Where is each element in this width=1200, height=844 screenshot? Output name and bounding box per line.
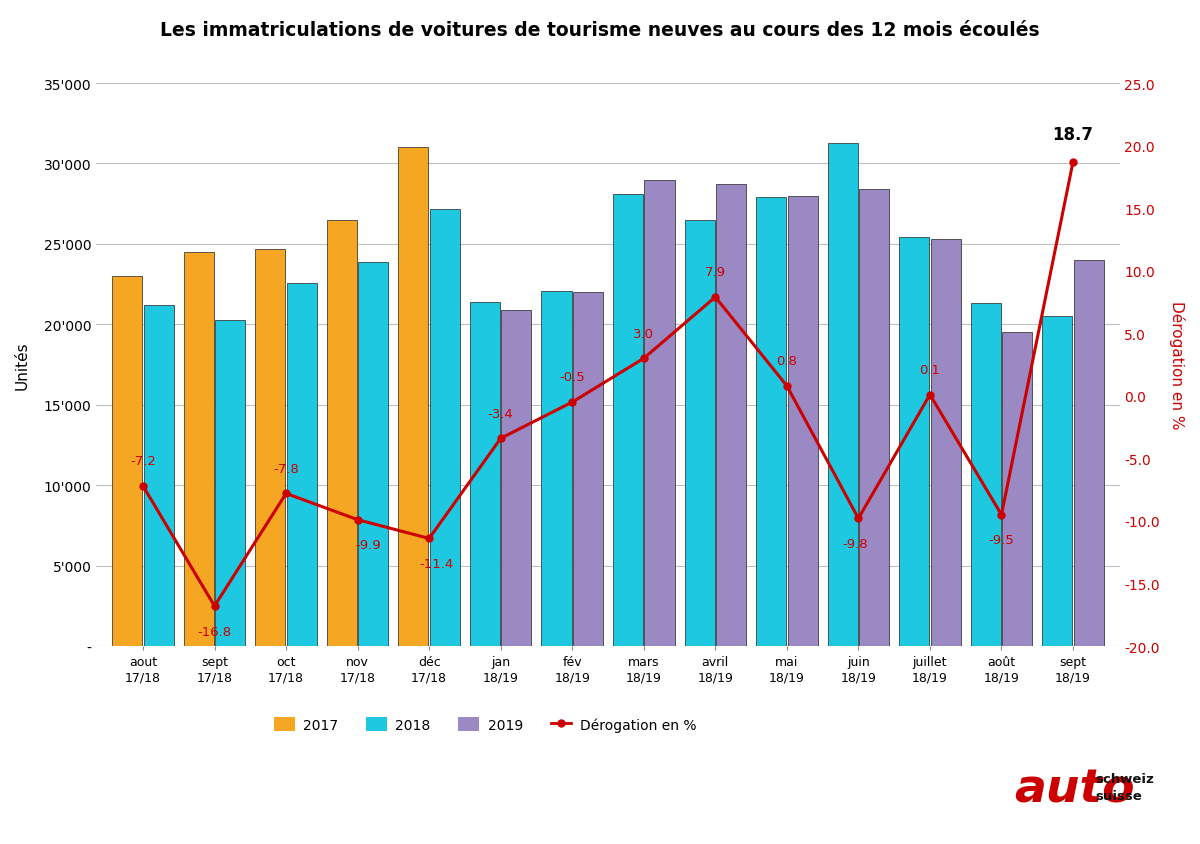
- Text: Les immatriculations de voitures de tourisme neuves au cours des 12 mois écoulés: Les immatriculations de voitures de tour…: [160, 21, 1040, 40]
- Text: 0.8: 0.8: [776, 354, 797, 368]
- Bar: [398, 149, 428, 647]
- Text: 3.0: 3.0: [634, 327, 654, 340]
- Bar: [756, 198, 786, 647]
- Text: auto: auto: [1014, 767, 1135, 812]
- Text: -7.8: -7.8: [274, 463, 299, 475]
- Bar: [256, 250, 286, 647]
- Text: 7.9: 7.9: [704, 266, 726, 279]
- Text: -7.2: -7.2: [130, 455, 156, 468]
- Bar: [716, 185, 746, 647]
- Bar: [644, 181, 674, 647]
- Bar: [613, 195, 643, 647]
- Bar: [787, 197, 817, 647]
- Text: -9.9: -9.9: [355, 538, 382, 552]
- Bar: [1074, 261, 1104, 647]
- Bar: [1002, 333, 1032, 647]
- Bar: [971, 304, 1001, 647]
- Text: 18.7: 18.7: [1052, 126, 1093, 144]
- Bar: [326, 220, 356, 647]
- Bar: [430, 209, 460, 647]
- Y-axis label: Dérogation en %: Dérogation en %: [1169, 301, 1186, 430]
- Bar: [184, 252, 214, 647]
- Bar: [470, 302, 500, 647]
- Text: -9.8: -9.8: [842, 538, 868, 550]
- Bar: [502, 311, 532, 647]
- Legend: 2017, 2018, 2019, Dérogation en %: 2017, 2018, 2019, Dérogation en %: [269, 711, 702, 738]
- Text: -0.5: -0.5: [559, 371, 586, 384]
- Bar: [287, 284, 317, 647]
- Bar: [684, 220, 715, 647]
- Text: schweiz
suisse: schweiz suisse: [1096, 771, 1154, 802]
- Bar: [215, 320, 245, 647]
- Bar: [572, 293, 602, 647]
- Bar: [899, 238, 929, 647]
- Text: 0.1: 0.1: [919, 364, 941, 376]
- Text: -3.4: -3.4: [488, 407, 514, 420]
- Bar: [1043, 317, 1073, 647]
- Bar: [541, 291, 571, 647]
- Y-axis label: Unités: Unités: [14, 341, 30, 389]
- Bar: [113, 277, 143, 647]
- Bar: [828, 143, 858, 647]
- Bar: [359, 262, 389, 647]
- Text: -11.4: -11.4: [419, 558, 454, 571]
- Text: -16.8: -16.8: [198, 625, 232, 638]
- Bar: [931, 240, 961, 647]
- Text: -9.5: -9.5: [989, 533, 1014, 547]
- Bar: [859, 190, 889, 647]
- Bar: [144, 306, 174, 647]
